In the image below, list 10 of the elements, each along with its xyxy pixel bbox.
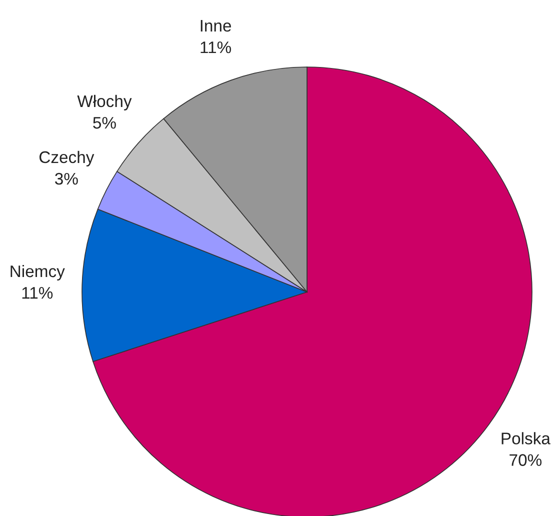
slice-label: Włochy (77, 94, 132, 110)
data-label: 11% (22, 287, 53, 299)
data-label: 11% (200, 41, 232, 54)
slice-label: Inne (200, 20, 232, 32)
data-label: 70% (510, 454, 542, 466)
slice-label: Niemcy (10, 264, 65, 280)
slice-label: Czechy (39, 150, 94, 166)
data-label: 5% (93, 116, 116, 129)
slice-label: Polska (502, 432, 550, 444)
data-label: 3% (55, 172, 78, 185)
